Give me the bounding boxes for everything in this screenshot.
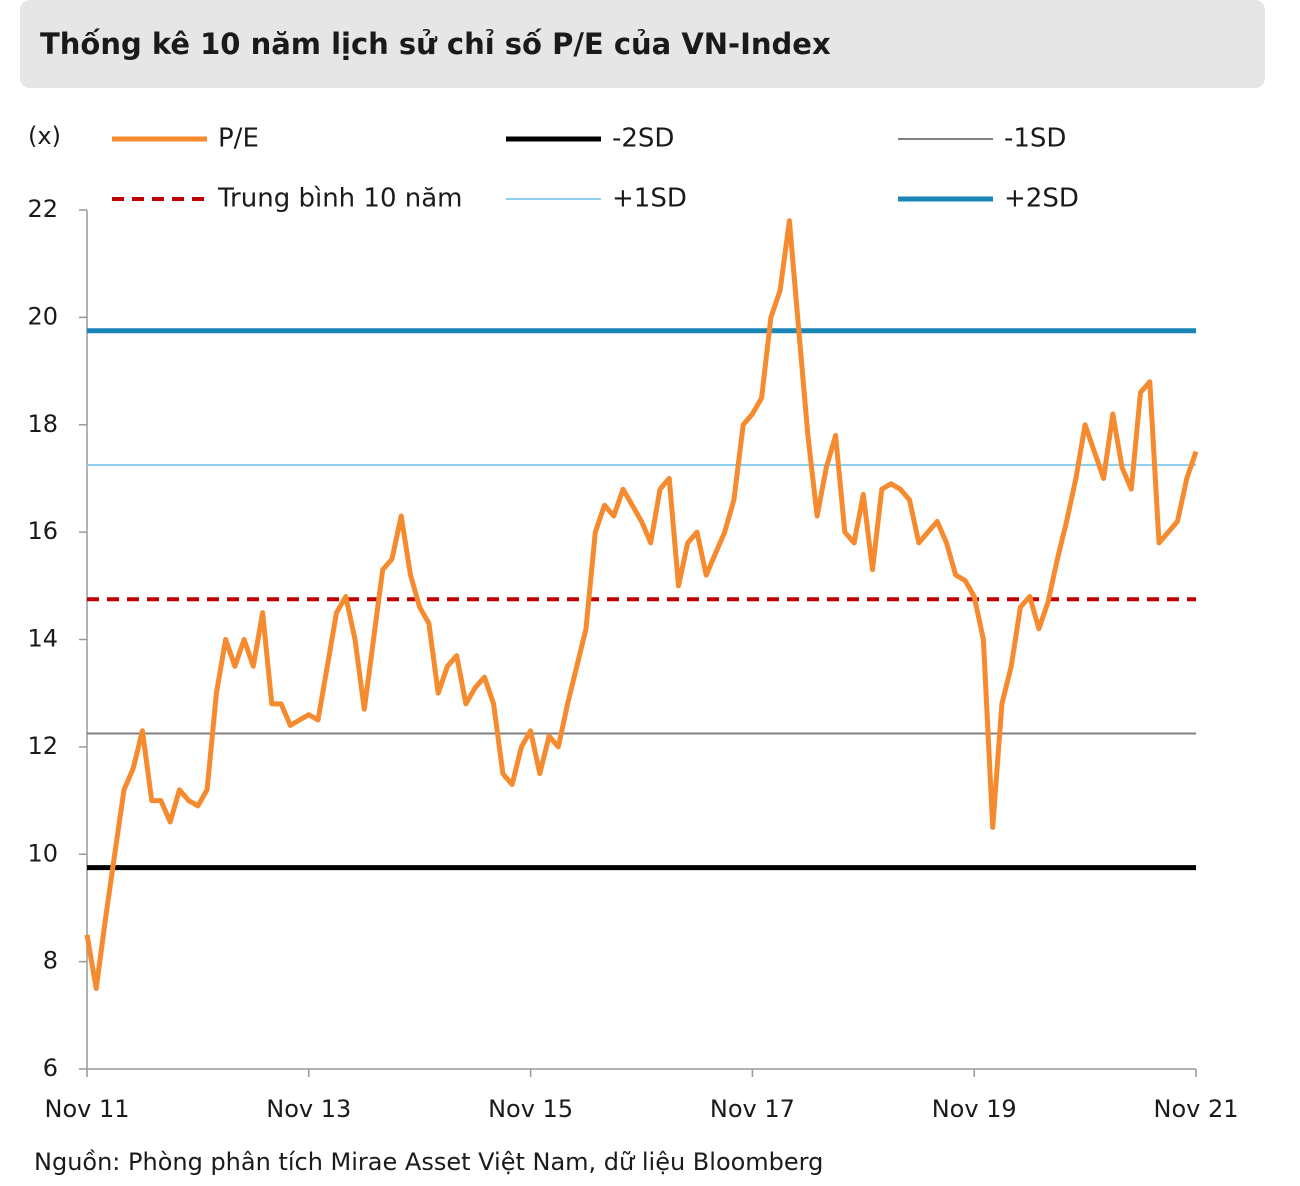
x-tick-label: Nov 19 <box>932 1095 1017 1123</box>
x-tick-label: Nov 21 <box>1153 1095 1238 1123</box>
y-tick-label: 6 <box>43 1054 58 1082</box>
legend-label: P/E <box>218 124 259 154</box>
pe-line <box>84 218 1199 991</box>
y-tick-label: 18 <box>27 410 58 438</box>
y-tick-label: 16 <box>27 517 58 545</box>
x-tick-label: Nov 17 <box>710 1095 795 1123</box>
source-note: Nguồn: Phòng phân tích Mirae Asset Việt … <box>34 1148 823 1176</box>
y-tick-label: 14 <box>27 625 58 653</box>
title-box <box>20 0 1265 88</box>
legend-label: Trung bình 10 năm <box>217 184 463 214</box>
y-tick-label: 10 <box>27 839 58 867</box>
legend-label: -2SD <box>612 124 674 154</box>
legend-label: +1SD <box>612 184 687 214</box>
x-tick-label: Nov 13 <box>266 1095 351 1123</box>
y-tick-label: 22 <box>27 195 58 223</box>
y-tick-label: 20 <box>27 302 58 330</box>
x-tick-label: Nov 15 <box>488 1095 573 1123</box>
legend-label: +2SD <box>1004 184 1079 214</box>
y-axis-label: (x) <box>28 122 61 150</box>
y-tick-label: 12 <box>27 732 58 760</box>
legend-label: -1SD <box>1004 124 1066 154</box>
x-tick-label: Nov 11 <box>44 1095 129 1123</box>
y-tick-label: 8 <box>43 947 58 975</box>
chart-title: Thống kê 10 năm lịch sử chỉ số P/E của V… <box>40 27 831 61</box>
